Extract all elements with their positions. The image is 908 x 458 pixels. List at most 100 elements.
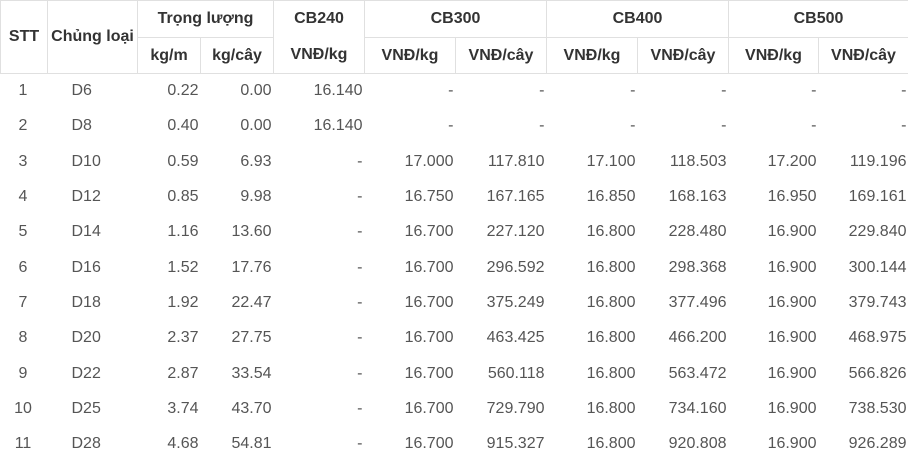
cell: 560.118 [455,355,547,392]
cell: - [273,214,365,251]
cell: 27.75 [200,320,274,357]
cell: 168.163 [637,179,729,216]
cell: 5 [0,214,48,251]
unit: VNĐ/kg [364,37,456,74]
cell: - [728,108,819,145]
header-cell: kg/cây [200,37,274,74]
cell: 6.93 [200,144,274,180]
cell: 16.800 [546,320,638,357]
unit: VNĐ/kg [728,37,819,74]
header-cell: CB240 VNĐ/kg [273,0,365,74]
cell: 4 [0,179,48,216]
cell: - [818,108,908,145]
cell: - [273,285,365,322]
cell: 9.98 [200,179,274,216]
cell: 738.530 [818,391,908,427]
group-name: CB400 [546,0,729,38]
cell: 16.140 [273,108,365,145]
cell: 1.92 [137,285,201,322]
cell: 375.249 [455,285,547,322]
cell: 16.700 [364,391,456,427]
cell: 117.810 [455,144,547,180]
cell: - [273,391,365,427]
cell: 17.100 [546,144,638,180]
cell: 11 [0,426,48,458]
cell: 16.900 [728,249,819,286]
cell: - [273,179,365,216]
group-name: CB500 [728,0,908,38]
header-cell: Trọng lượng [137,0,274,38]
cell: 228.480 [637,214,729,251]
table-row: 5 D14 1.16 13.60-16.700 227.120 16.800 228.480… [0,214,908,251]
cell: D12 [47,179,138,216]
cell: D6 [47,73,138,110]
cell: 118.503 [637,144,729,180]
cell: D14 [47,214,138,251]
cell: 16.700 [364,320,456,357]
cell: - [637,73,729,110]
cell: 0.00 [200,108,274,145]
cell: 10 [0,391,48,427]
group-name: CB240 [294,10,344,27]
cell: 566.826 [818,355,908,392]
cell: 16.900 [728,391,819,427]
cell: 9 [0,355,48,392]
cell: 377.496 [637,285,729,322]
table-row: 10 D25 3.74 43.70-16.700 729.790 16.800 734.16… [0,391,908,427]
cell: 16.900 [728,285,819,322]
cell: D25 [47,391,138,427]
cell: - [273,249,365,286]
cell: 1.52 [137,249,201,286]
cell: - [546,108,638,145]
cell: 300.144 [818,249,908,286]
cell: 2.37 [137,320,201,357]
cell: 119.196 [818,144,908,180]
cell: 468.975 [818,320,908,357]
cell: 16.900 [728,426,819,458]
table-body: 1 D6 0.22 0.00 16.140- - - - - -2 D8 0.40 0.00 16.140… [0,73,908,458]
cell: 16.800 [546,285,638,322]
cell: 379.743 [818,285,908,322]
cell: - [273,426,365,458]
cell: D18 [47,285,138,322]
cell: 8 [0,320,48,357]
cell: 463.425 [455,320,547,357]
cell: 0.00 [200,73,274,110]
table-row: 9 D22 2.87 33.54-16.700 560.118 16.800 563.472… [0,355,908,392]
table-row: 11 D28 4.68 54.81-16.700 915.327 16.800 920.80… [0,426,908,458]
cell: - [546,73,638,110]
table-row: 3 D10 0.59 6.93-17.000 117.810 17.100 118.503 1… [0,144,908,180]
cell: 16.800 [546,426,638,458]
cell: 16.900 [728,355,819,392]
header-row: STT Chủng loại Trọng lượng CB240 VNĐ/kg CB300… [0,0,908,74]
unit: VNĐ/kg [290,46,348,63]
cell: 734.160 [637,391,729,427]
table-row: 4 D12 0.85 9.98-16.750 167.165 16.850 168.163 1… [0,179,908,216]
cell: 16.800 [546,391,638,427]
cell: - [364,73,456,110]
header-cell: kg/m [137,37,201,74]
cell: 6 [0,249,48,286]
cell: 16.900 [728,214,819,251]
cell: 4.68 [137,426,201,458]
cell: 16.700 [364,426,456,458]
cell: 17.000 [364,144,456,180]
table-row: 8 D20 2.37 27.75-16.700 463.425 16.800 466.200… [0,320,908,357]
cell: 54.81 [200,426,274,458]
table-header: STT Chủng loại Trọng lượng CB240 VNĐ/kg CB300… [0,0,908,74]
cell: D8 [47,108,138,145]
unit: VNĐ/cây [637,37,729,74]
cell: 17.76 [200,249,274,286]
cell: - [273,355,365,392]
cell: 16.900 [728,320,819,357]
cell: - [728,73,819,110]
header-row: kg/m kg/cây VNĐ/kg VNĐ/cây VNĐ/kg VNĐ/cây VNĐ/… [1,37,908,74]
cell: - [455,108,547,145]
cell: 13.60 [200,214,274,251]
cell: 43.70 [200,391,274,427]
cell: 227.120 [455,214,547,251]
cell: 915.327 [455,426,547,458]
cell: - [273,320,365,357]
cell: 729.790 [455,391,547,427]
